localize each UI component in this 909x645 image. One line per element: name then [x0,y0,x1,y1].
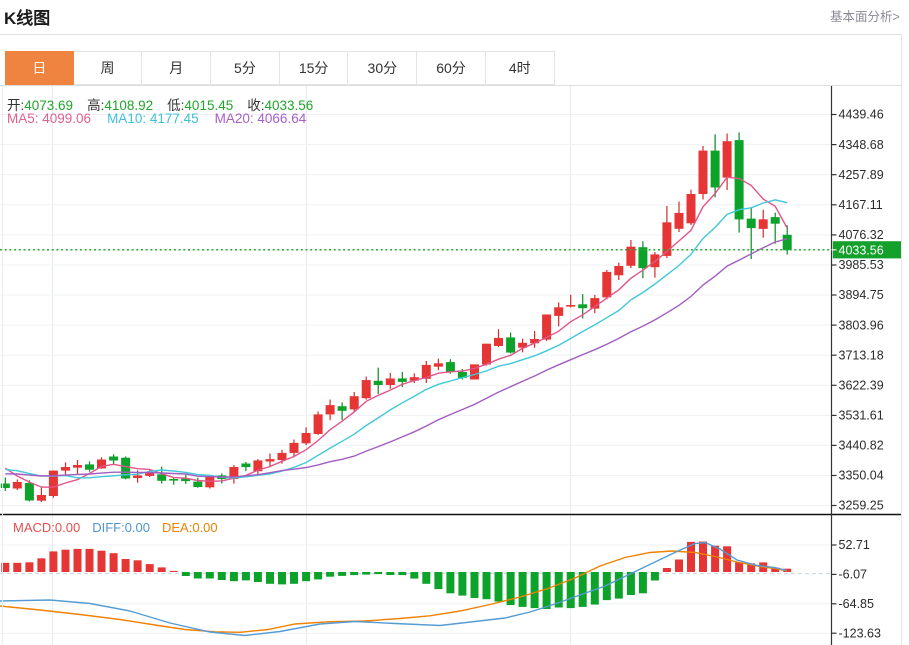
svg-text:3803.96: 3803.96 [839,318,884,332]
svg-text:4033.56: 4033.56 [839,244,884,258]
svg-text:3985.53: 3985.53 [839,258,884,272]
svg-text:3622.39: 3622.39 [839,379,884,393]
svg-text:-123.63: -123.63 [839,626,881,640]
svg-text:4348.68: 4348.68 [839,138,884,152]
svg-text:3894.75: 3894.75 [839,288,884,302]
svg-text:-64.85: -64.85 [839,597,874,611]
svg-text:4439.46: 4439.46 [839,108,884,122]
svg-text:3350.04: 3350.04 [839,469,884,483]
svg-text:52.71: 52.71 [839,538,870,552]
svg-text:3440.82: 3440.82 [839,439,884,453]
svg-text:4167.11: 4167.11 [839,198,883,212]
svg-text:4257.89: 4257.89 [839,168,884,182]
svg-text:3531.61: 3531.61 [839,409,884,423]
svg-text:-6.07: -6.07 [839,568,868,582]
svg-text:3259.25: 3259.25 [839,499,884,513]
svg-text:4076.32: 4076.32 [839,228,884,242]
svg-text:3713.18: 3713.18 [839,348,884,362]
